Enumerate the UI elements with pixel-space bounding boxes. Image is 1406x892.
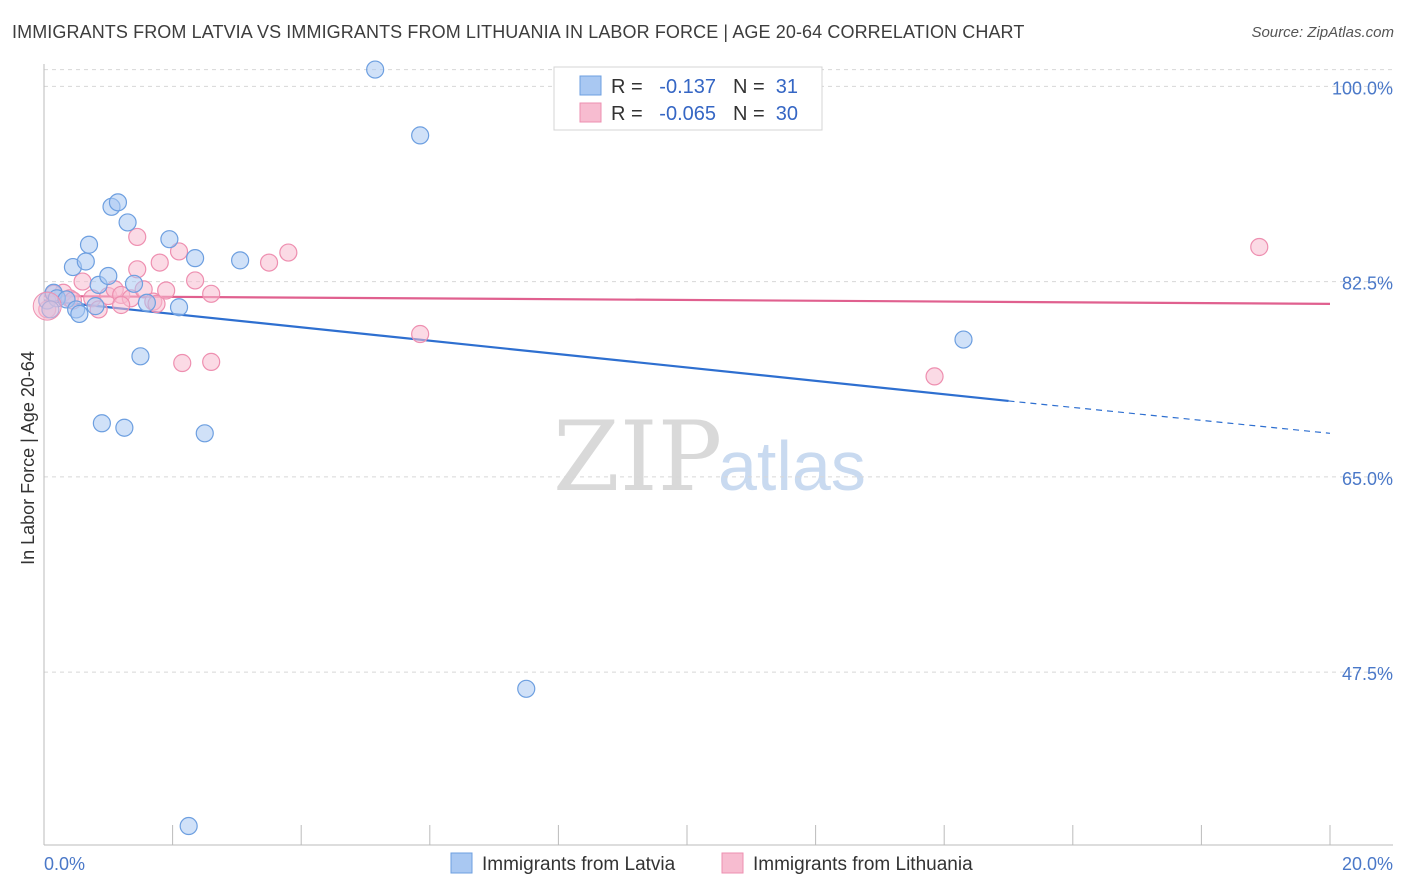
point-latvia-24 <box>231 251 250 270</box>
legend-lithuania-r-label: R = <box>611 103 643 125</box>
watermark-zip: ZIP <box>553 401 722 513</box>
point-lithuania-17 <box>169 242 189 261</box>
point-latvia-16 <box>118 213 137 232</box>
point-latvia-29 <box>179 816 198 836</box>
point-latvia-15 <box>115 418 134 437</box>
chart-title: IMMIGRANTS FROM LATVIA VS IMMIGRANTS FRO… <box>12 22 1025 42</box>
legend-latvia-r-value: -0.137 <box>659 76 716 98</box>
point-latvia-27 <box>517 679 536 698</box>
series-legend-label-lithuania: Immigrants from Lithuania <box>753 854 973 875</box>
y-tick-label-1: 82.5% <box>1342 274 1393 294</box>
point-lithuania-24 <box>411 324 430 344</box>
point-cluster-origin <box>32 291 62 321</box>
legend-swatch-latvia <box>579 75 602 96</box>
legend-swatch-lithuania <box>579 102 602 123</box>
y-tick-label-3: 47.5% <box>1342 664 1393 684</box>
point-lithuania-19 <box>186 271 205 290</box>
point-latvia-19 <box>137 293 156 312</box>
point-latvia-7 <box>76 252 95 271</box>
y-tick-label-2: 65.0% <box>1342 469 1393 489</box>
data-points <box>32 60 1269 836</box>
point-lithuania-16 <box>157 281 176 300</box>
point-lithuania-15 <box>150 253 169 272</box>
y-tick-label-0: 100.0% <box>1332 78 1393 98</box>
trend-lines <box>43 294 1331 434</box>
x-tick-label-min: 0.0% <box>44 854 85 874</box>
series-legend-swatch-latvia <box>450 852 473 874</box>
point-latvia-14 <box>108 193 128 212</box>
point-latvia-22 <box>186 249 205 268</box>
point-lithuania-20 <box>202 352 221 371</box>
point-latvia-28 <box>954 330 973 349</box>
point-latvia-25 <box>366 60 385 79</box>
y-axis-label: In Labor Force | Age 20-64 <box>18 351 38 565</box>
point-lithuania-23 <box>279 243 298 262</box>
point-latvia-17 <box>124 274 144 293</box>
point-latvia-20 <box>160 230 179 249</box>
point-lithuania-18 <box>173 353 192 373</box>
point-lithuania-25 <box>925 367 944 386</box>
point-latvia-11 <box>92 414 111 433</box>
point-latvia-23 <box>195 424 214 443</box>
legend-latvia-r-label: R = <box>611 76 643 98</box>
point-lithuania-26 <box>1250 237 1269 257</box>
correlation-legend: R = -0.137 N = 31 R = -0.065 N = 30 <box>553 66 823 131</box>
trend-line-lithuania <box>43 294 1331 305</box>
point-latvia-8 <box>79 235 99 254</box>
point-latvia-9 <box>86 297 105 316</box>
watermark-atlas: atlas <box>718 427 866 505</box>
point-latvia-18 <box>131 347 150 366</box>
legend-latvia-n-label: N = <box>733 76 765 98</box>
x-tick-label-max: 20.0% <box>1342 854 1393 874</box>
point-latvia-26 <box>411 126 430 145</box>
trend-line-latvia-extension <box>1008 400 1331 434</box>
y-tick-labels: 100.0% 82.5% 65.0% 47.5% <box>1332 78 1393 684</box>
legend-lithuania-r-value: -0.065 <box>659 103 716 125</box>
axes <box>43 64 1393 846</box>
point-latvia-21 <box>169 298 189 317</box>
legend-lithuania-n-label: N = <box>733 103 765 125</box>
series-legend-swatch-lithuania <box>721 852 744 874</box>
point-lithuania-22 <box>259 253 279 272</box>
legend-latvia-n-value: 31 <box>776 76 798 98</box>
point-latvia-6 <box>70 304 89 324</box>
watermark: ZIP atlas <box>553 401 866 513</box>
trend-line-latvia <box>43 299 1009 403</box>
series-legend-label-latvia: Immigrants from Latvia <box>482 854 676 875</box>
series-legend: Immigrants from Latvia Immigrants from L… <box>450 852 973 875</box>
legend-lithuania-n-value: 30 <box>776 103 798 125</box>
point-lithuania-11 <box>128 227 147 247</box>
point-lithuania-3 <box>73 272 92 291</box>
source-credit: Source: ZipAtlas.com <box>1251 24 1394 41</box>
point-lithuania-29 <box>112 295 131 315</box>
point-lithuania-21 <box>202 284 221 303</box>
point-latvia-12 <box>99 266 118 286</box>
